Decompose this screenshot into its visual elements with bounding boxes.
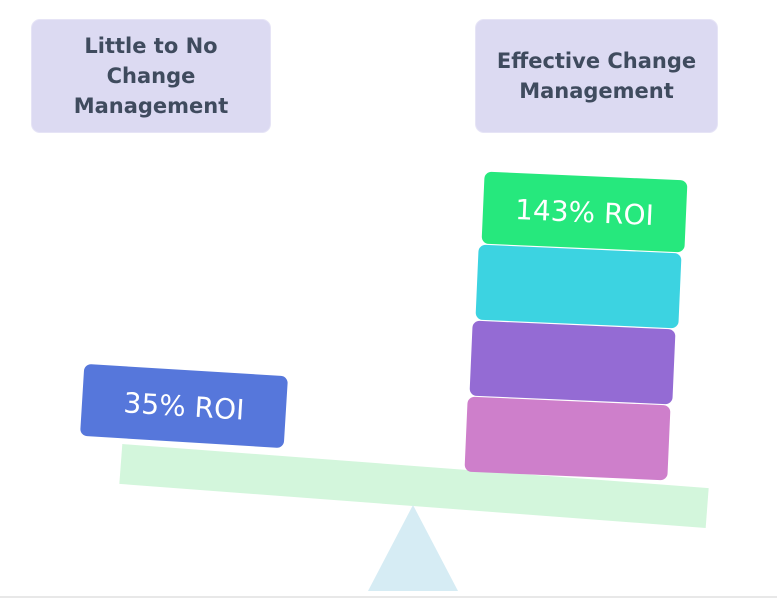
label-right-text: Effective Change Management <box>496 49 697 103</box>
label-left-text: Little to No Change Management <box>73 34 229 118</box>
roi-block-right: 143% ROI <box>481 171 688 253</box>
stack-block-pink <box>464 396 671 481</box>
seesaw-fulcrum <box>368 505 458 591</box>
roi-right-text: 143% ROI <box>514 192 655 232</box>
bottom-divider <box>0 596 777 598</box>
label-effective-change-management: Effective Change Management <box>475 19 718 133</box>
roi-left-text: 35% ROI <box>122 385 246 427</box>
stack-block-cyan <box>475 244 682 329</box>
label-little-change-management: Little to No Change Management <box>31 19 271 133</box>
roi-block-left: 35% ROI <box>79 363 289 449</box>
stack-block-purple <box>469 320 676 405</box>
